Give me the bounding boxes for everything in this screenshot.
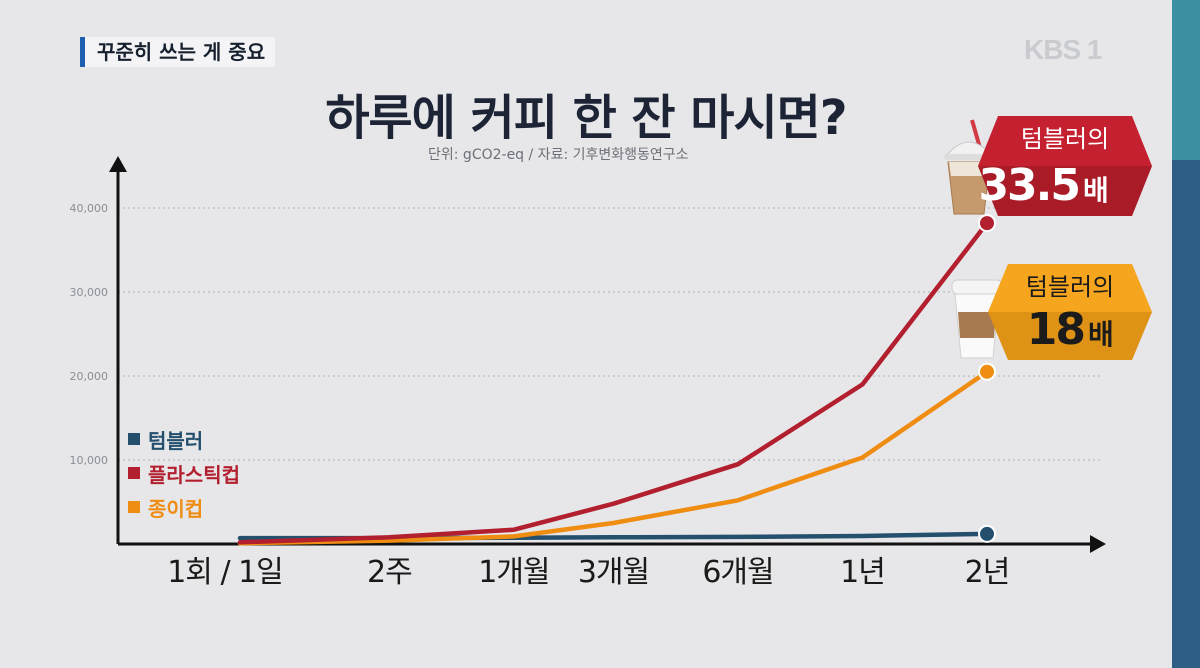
callout-badge-shape (988, 264, 1152, 360)
side-bar-top (1172, 0, 1200, 160)
legend-swatch (128, 433, 140, 445)
callout-badge-shade (978, 166, 1152, 216)
series-end-marker (978, 524, 996, 543)
paper-cup-icon (951, 279, 1003, 359)
callout-value: 18 (1027, 304, 1084, 355)
legend-item-plastic: 플라스틱컵 (128, 456, 240, 490)
legend-label: 텀블러 (148, 428, 204, 453)
x-tick-label: 1개월 (478, 555, 549, 590)
callout-plastic: 텀블러의 33.5 배 (978, 116, 1152, 216)
series-line-2 (237, 369, 990, 546)
legend-label: 플라스틱컵 (148, 462, 240, 487)
legend-swatch (128, 501, 140, 513)
callout-line1: 텀블러의 (1026, 273, 1114, 301)
chart-legend: 텀블러 플라스틱컵 종이컵 (128, 422, 240, 524)
callout-line1: 텀블러의 (1021, 125, 1109, 153)
x-tick-label: 1년 (840, 555, 885, 590)
x-tick-label: 2주 (367, 555, 412, 590)
chart-title: 하루에 커피 한 잔 마시면? (325, 90, 847, 146)
legend-item-tumbler: 텀블러 (128, 422, 240, 456)
y-tick-label: 10,000 (70, 454, 109, 467)
chart-source: 단위: gCO2-eq / 자료: 기후변화행동연구소 (428, 147, 689, 163)
series-end-marker (978, 362, 996, 381)
x-tick-label: 6개월 (702, 555, 773, 590)
callout-badge-shape (978, 116, 1152, 216)
x-tick-label: 2년 (965, 555, 1010, 590)
y-tick-label: 30,000 (70, 286, 109, 299)
callout-badge-shade (988, 312, 1152, 360)
series-line-1 (237, 220, 990, 545)
y-tick-label: 20,000 (70, 370, 109, 383)
callout-paper: 텀블러의 18 배 (988, 264, 1152, 360)
x-axis-arrow (1090, 535, 1106, 553)
callout-value: 33.5 (978, 160, 1079, 211)
callout-suffix: 배 (1083, 174, 1109, 207)
channel-logo: KBS 1 (1024, 34, 1102, 65)
y-axis-arrow (109, 156, 127, 172)
x-tick-label: 1회 / 1일 (167, 555, 283, 590)
legend-swatch (128, 467, 140, 479)
x-tick-label: 3개월 (578, 555, 649, 590)
topic-label: 꾸준히 쓰는 게 중요 (80, 37, 276, 67)
legend-label: 종이컵 (148, 496, 204, 521)
series-end-marker (978, 214, 996, 233)
side-color-bar (1172, 0, 1200, 668)
plastic-cup-icon (944, 119, 994, 215)
y-tick-label: 40,000 (70, 202, 109, 215)
legend-item-paper: 종이컵 (128, 490, 240, 524)
side-bar-bottom (1172, 160, 1200, 668)
callout-suffix: 배 (1088, 318, 1114, 351)
